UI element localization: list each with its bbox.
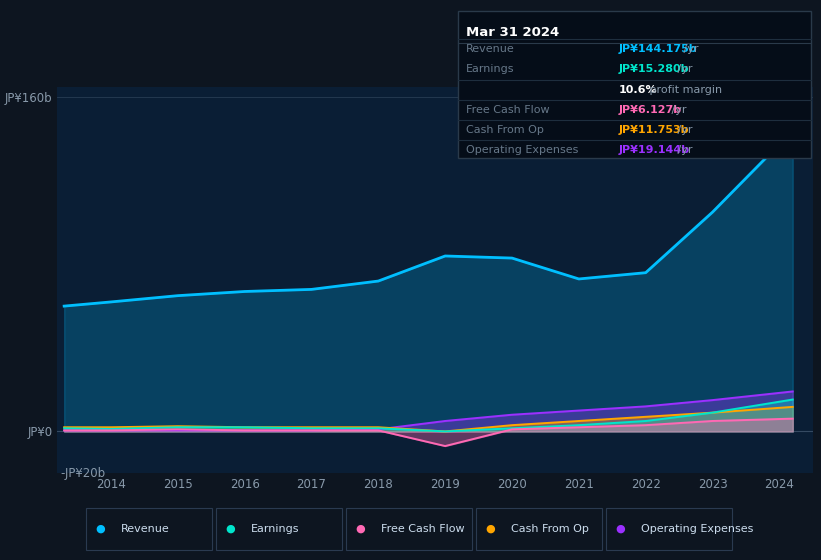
Text: JP¥144.175b: JP¥144.175b <box>618 44 697 54</box>
Text: ●: ● <box>485 524 495 534</box>
Text: Revenue: Revenue <box>121 524 170 534</box>
Text: Earnings: Earnings <box>466 64 515 74</box>
Text: JP¥6.127b: JP¥6.127b <box>618 105 681 115</box>
Text: /yr: /yr <box>674 64 693 74</box>
Text: ●: ● <box>226 524 235 534</box>
Text: Cash From Op: Cash From Op <box>466 125 544 135</box>
Text: profit margin: profit margin <box>646 85 722 95</box>
Text: ●: ● <box>616 524 625 534</box>
Text: ●: ● <box>355 524 365 534</box>
Text: 10.6%: 10.6% <box>618 85 657 95</box>
Text: Free Cash Flow: Free Cash Flow <box>466 105 550 115</box>
Text: ●: ● <box>95 524 105 534</box>
Text: Operating Expenses: Operating Expenses <box>641 524 753 534</box>
Text: Operating Expenses: Operating Expenses <box>466 145 579 155</box>
Text: /yr: /yr <box>668 105 687 115</box>
Text: /yr: /yr <box>680 44 698 54</box>
Text: JP¥19.144b: JP¥19.144b <box>618 145 690 155</box>
Text: Revenue: Revenue <box>466 44 515 54</box>
Text: JP¥11.753b: JP¥11.753b <box>618 125 689 135</box>
Text: Cash From Op: Cash From Op <box>511 524 589 534</box>
Text: /yr: /yr <box>674 125 693 135</box>
Text: JP¥15.280b: JP¥15.280b <box>618 64 689 74</box>
Text: /yr: /yr <box>674 145 693 155</box>
Text: Free Cash Flow: Free Cash Flow <box>381 524 465 534</box>
Text: Earnings: Earnings <box>250 524 300 534</box>
Text: Mar 31 2024: Mar 31 2024 <box>466 26 560 39</box>
Text: -JP¥20b: -JP¥20b <box>61 466 106 480</box>
